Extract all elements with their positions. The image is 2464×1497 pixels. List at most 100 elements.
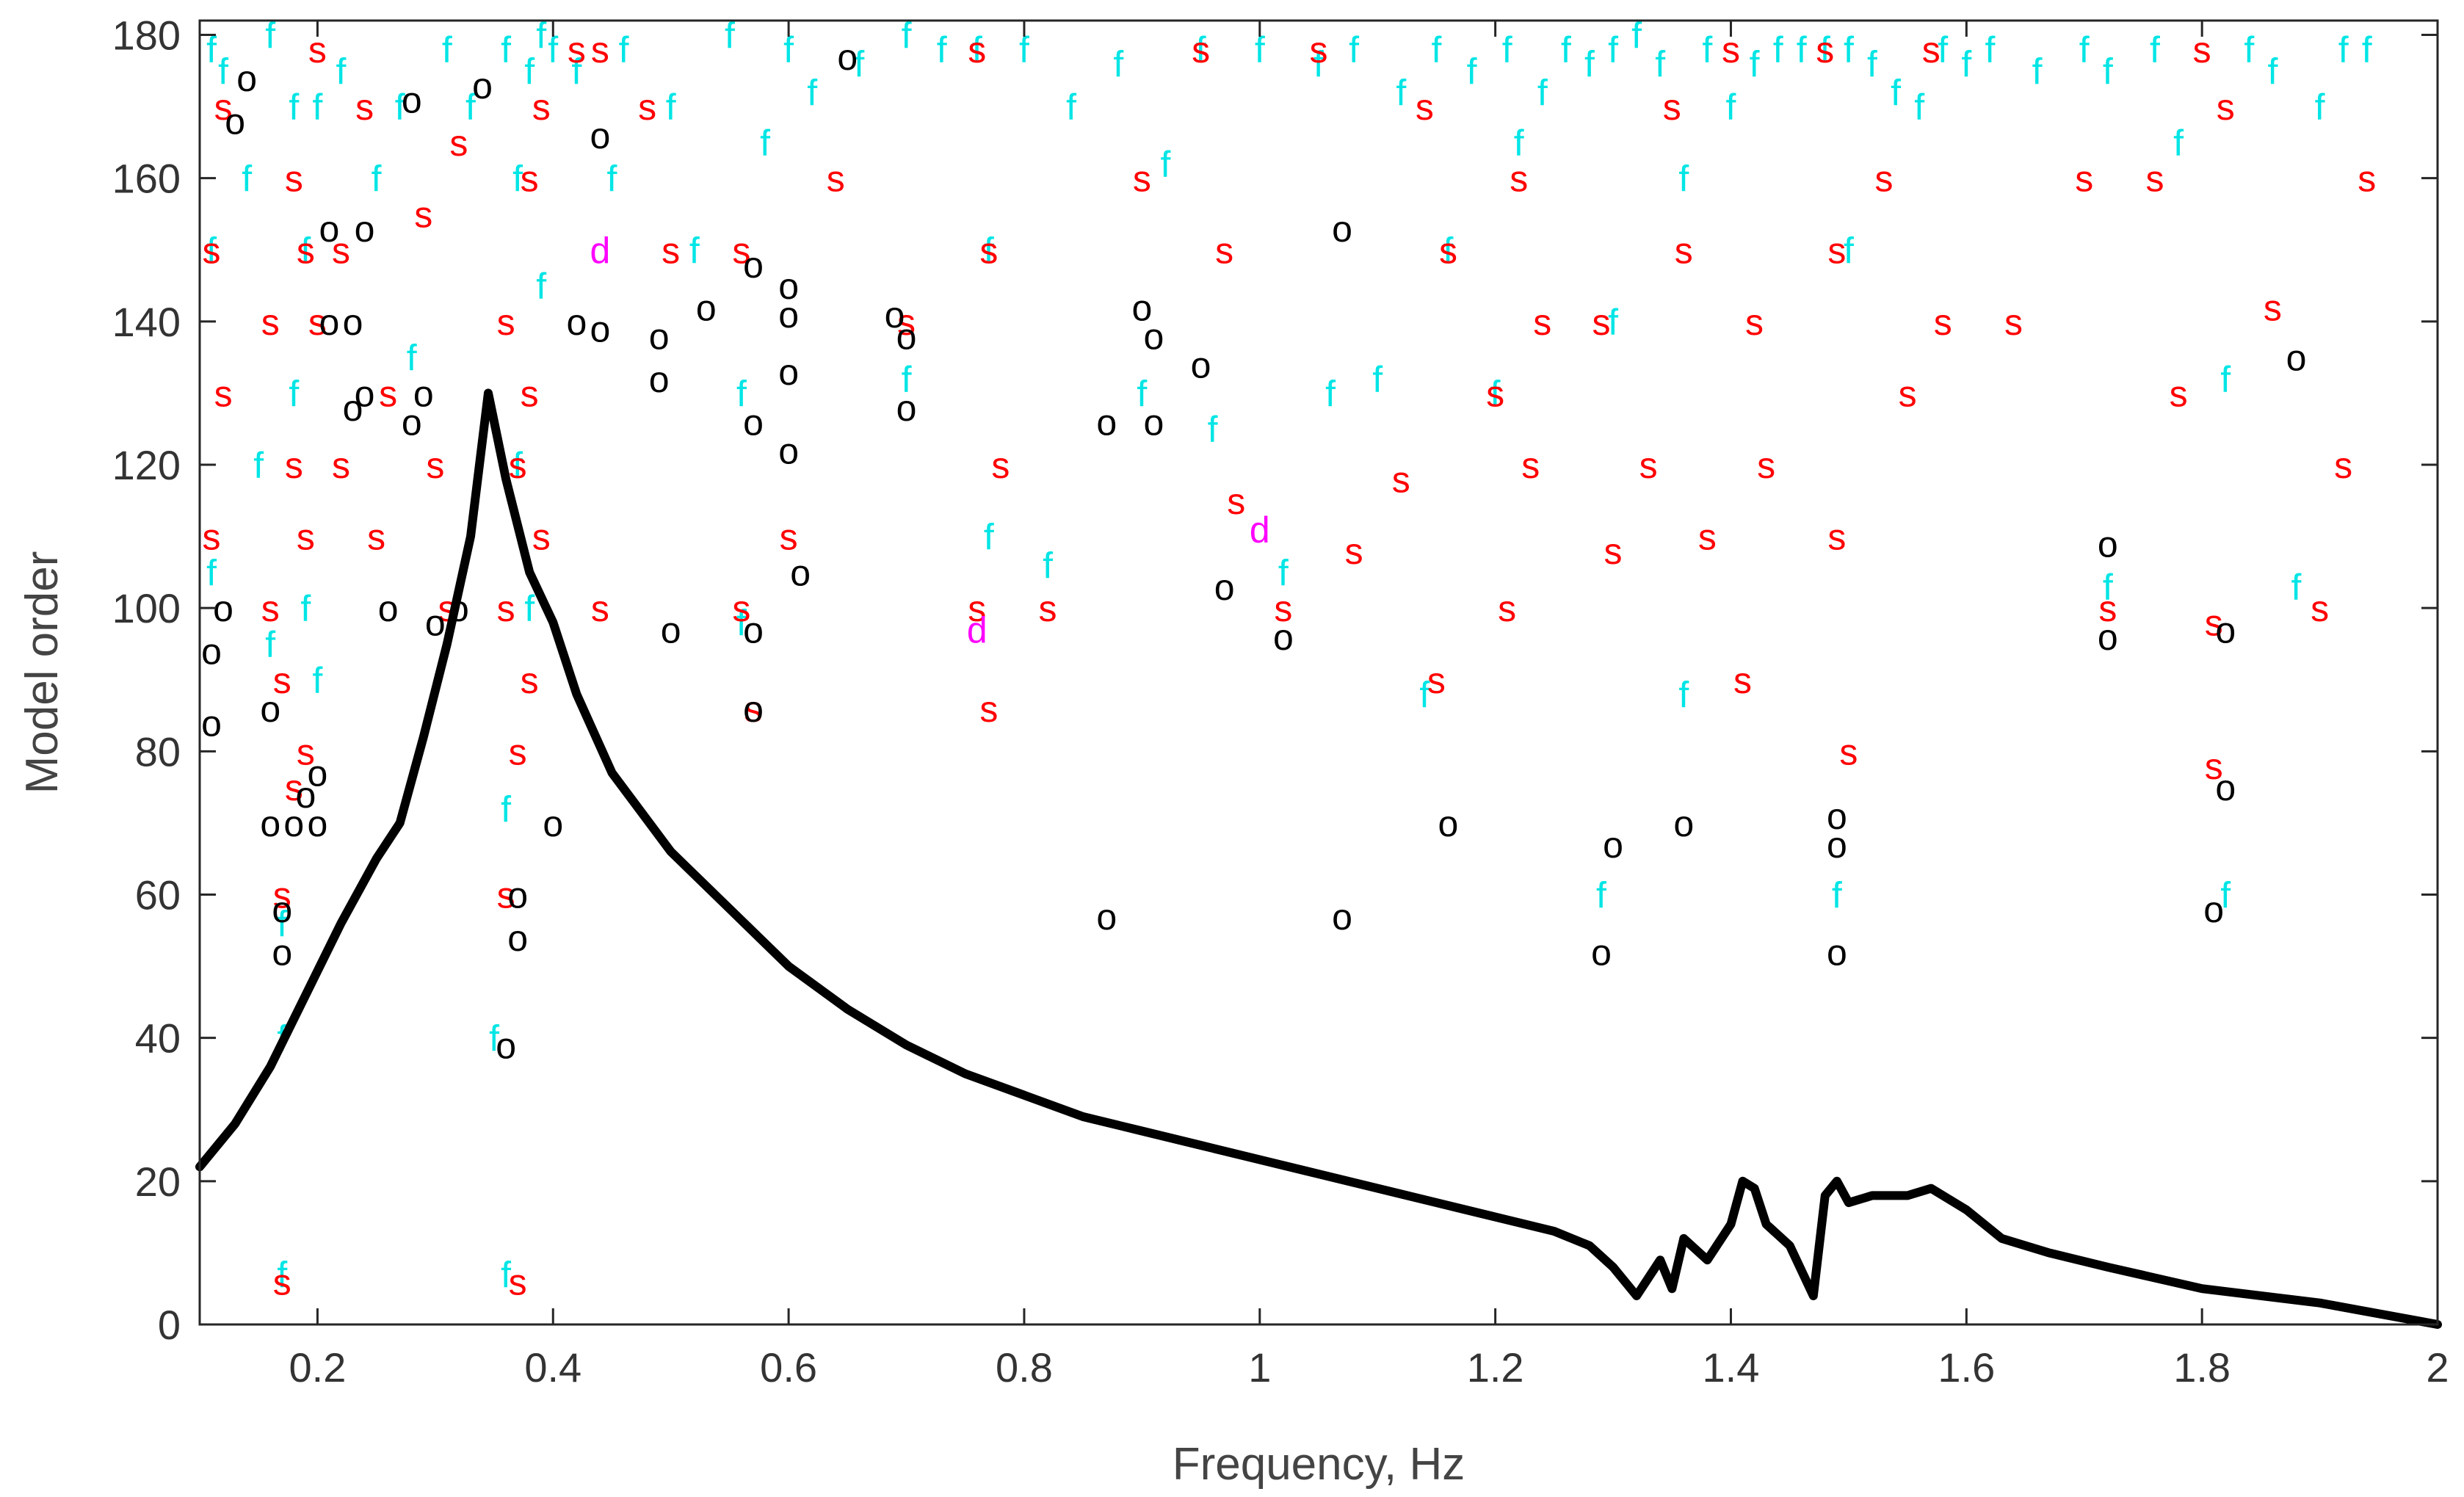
point-f: f — [206, 29, 217, 70]
point-o: o — [790, 552, 811, 593]
point-f: f — [501, 1255, 511, 1296]
point-s: s — [1698, 517, 1717, 558]
point-s: s — [367, 517, 385, 558]
point-o: o — [543, 803, 563, 844]
point-s: s — [532, 87, 551, 128]
x-tick-label: 1.8 — [2173, 1344, 2231, 1391]
point-f: f — [206, 230, 217, 271]
y-tick-label: 120 — [112, 442, 181, 488]
point-s: s — [2205, 603, 2223, 644]
point-f: f — [902, 15, 912, 57]
point-o: o — [2098, 617, 2118, 658]
point-f: f — [1502, 29, 1512, 70]
point-f: f — [1891, 73, 1901, 114]
point-f: f — [1702, 29, 1712, 70]
point-o: o — [1191, 344, 1211, 385]
point-f: f — [1349, 29, 1359, 70]
point-f: f — [736, 373, 747, 414]
x-tick-label: 2 — [2426, 1344, 2449, 1391]
point-f: f — [2103, 51, 2113, 92]
point-f: f — [289, 87, 299, 128]
point-s: s — [1310, 29, 1328, 70]
point-o: o — [1332, 209, 1352, 250]
point-s: s — [2004, 302, 2023, 343]
point-f: f — [1938, 29, 1948, 70]
point-o: o — [2215, 767, 2236, 808]
point-s: s — [1215, 230, 1233, 271]
point-f: f — [300, 588, 311, 629]
point-f: f — [277, 904, 287, 945]
point-s: s — [2205, 746, 2223, 787]
point-s: s — [991, 445, 1010, 486]
point-f: f — [265, 15, 275, 57]
y-axis-title: Model order — [17, 551, 68, 794]
point-s: s — [521, 373, 539, 414]
point-o: o — [1144, 402, 1164, 443]
point-f: f — [1985, 29, 1995, 70]
point-s: s — [827, 159, 845, 200]
point-f: f — [442, 29, 452, 70]
point-s: s — [662, 230, 680, 271]
point-o: o — [272, 889, 292, 930]
y-tick-label: 0 — [158, 1302, 181, 1348]
point-f: f — [253, 445, 264, 486]
point-o: o — [590, 309, 611, 350]
point-f: f — [1043, 545, 1053, 587]
point-f: f — [524, 51, 535, 92]
point-s: s — [497, 588, 515, 629]
point-f: f — [1867, 44, 1877, 85]
point-s: s — [1192, 29, 1210, 70]
point-f: f — [465, 87, 476, 128]
point-s: s — [1827, 230, 1846, 271]
y-tick-label: 60 — [135, 872, 181, 918]
point-f: f — [2220, 359, 2231, 400]
point-s: s — [509, 731, 527, 772]
point-o: o — [743, 609, 764, 650]
point-o: o — [896, 388, 917, 429]
point-s: s — [897, 302, 916, 343]
x-tick-label: 1 — [1248, 1344, 1271, 1391]
point-f: f — [2315, 87, 2325, 128]
point-s: s — [1533, 302, 1551, 343]
point-o: o — [236, 58, 257, 99]
point-s: s — [1510, 159, 1528, 200]
point-s: s — [1427, 660, 1446, 701]
point-f: f — [1655, 44, 1665, 85]
point-f: f — [1750, 44, 1760, 85]
point-s: s — [308, 302, 327, 343]
point-f: f — [277, 1255, 287, 1296]
point-o: o — [2203, 889, 2224, 930]
point-f: f — [1561, 29, 1571, 70]
point-f: f — [760, 123, 770, 164]
point-o: o — [272, 932, 292, 974]
point-f: f — [1678, 674, 1689, 715]
point-o: o — [201, 703, 222, 744]
point-s: s — [1757, 445, 1775, 486]
point-f: f — [512, 159, 523, 200]
point-o: o — [1673, 803, 1694, 844]
x-axis: 0.2 0.4 0.6 0.8 1 1.2 1.4 1.6 1.8 2 — [200, 21, 2449, 1391]
x-tick-label: 0.2 — [289, 1344, 346, 1391]
point-s: s — [591, 29, 609, 70]
point-s: s — [426, 445, 444, 486]
point-s: s — [2217, 87, 2235, 128]
point-f: f — [2220, 875, 2231, 916]
point-s: s — [979, 689, 998, 730]
point-s: s — [1827, 517, 1846, 558]
point-s: s — [1733, 660, 1752, 701]
point-s: s — [732, 588, 750, 629]
point-f: f — [289, 373, 299, 414]
point-f: f — [1443, 230, 1454, 271]
point-d: d — [967, 609, 988, 650]
point-o: o — [696, 287, 717, 328]
point-f: f — [783, 29, 794, 70]
point-f: f — [1584, 44, 1595, 85]
point-f: f — [666, 87, 676, 128]
point-f: f — [1608, 302, 1618, 343]
point-f: f — [1160, 144, 1170, 185]
point-s: s — [449, 123, 468, 164]
point-o: o — [378, 588, 399, 629]
point-s: s — [1745, 302, 1764, 343]
point-f: f — [1797, 29, 1807, 70]
